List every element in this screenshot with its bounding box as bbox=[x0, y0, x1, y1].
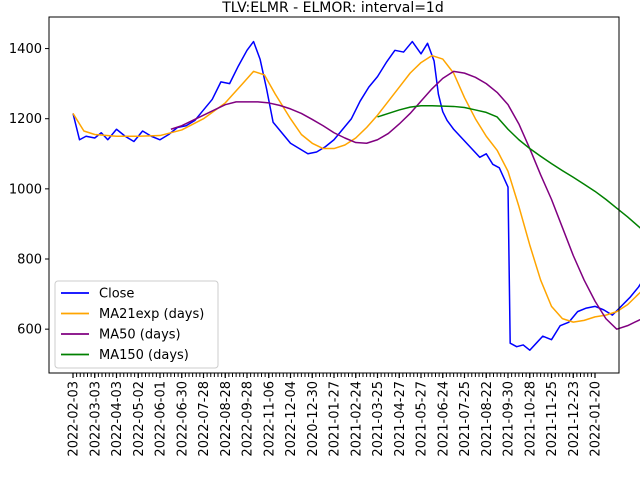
x-tick-label: 2022-11-06 bbox=[262, 381, 277, 457]
x-tick-label: 2022-05-02 bbox=[132, 381, 147, 457]
x-tick-label: 2021-03-25 bbox=[371, 381, 386, 457]
legend-entry: Close bbox=[99, 287, 134, 302]
x-tick-label: 2021-05-27 bbox=[415, 381, 430, 457]
x-tick-label: 2022-09-28 bbox=[241, 381, 256, 457]
y-tick-label: 1400 bbox=[9, 42, 42, 57]
x-tick-label: 2022-04-03 bbox=[110, 381, 125, 457]
x-tick-label: 2022-02-03 bbox=[67, 381, 82, 457]
chart-title: TLV:ELMR - ELMOR: interval=1d bbox=[221, 0, 443, 16]
x-tick-label: 2022-08-28 bbox=[219, 381, 234, 457]
x-tick-label: 2020-12-30 bbox=[306, 381, 321, 457]
x-tick-label: 2021-12-23 bbox=[567, 381, 582, 457]
x-tick-label: 2021-10-28 bbox=[523, 381, 538, 457]
x-tick-label: 2022-06-30 bbox=[175, 381, 190, 457]
legend-entry: MA150 (days) bbox=[99, 348, 189, 363]
y-tick-label: 1200 bbox=[9, 112, 42, 127]
y-tick-label: 600 bbox=[17, 323, 42, 338]
x-tick-label: 2021-07-25 bbox=[458, 381, 473, 457]
legend: Close MA21exp (days) MA50 (days) MA150 (day… bbox=[55, 281, 218, 368]
x-tick-label: 2021-01-27 bbox=[328, 381, 343, 457]
x-tick-label: 2021-02-24 bbox=[349, 381, 364, 457]
legend-entry: MA50 (days) bbox=[99, 328, 181, 343]
x-tick-label: 2021-09-30 bbox=[502, 381, 517, 457]
x-tick-label: 2022-12-04 bbox=[284, 381, 299, 457]
x-tick-label: 2022-07-28 bbox=[197, 381, 212, 457]
x-tick-label: 2021-08-22 bbox=[480, 381, 495, 457]
y-tick-label: 1000 bbox=[9, 182, 42, 197]
x-tick-label: 2022-03-03 bbox=[88, 381, 103, 457]
x-tick-label: 2021-04-27 bbox=[393, 381, 408, 457]
y-tick-label: 800 bbox=[17, 253, 42, 268]
x-tick-label: 2022-01-20 bbox=[589, 381, 604, 457]
x-tick-label: 2021-06-24 bbox=[436, 381, 451, 457]
x-tick-label: 2022-06-01 bbox=[154, 381, 169, 457]
legend-entry: MA21exp (days) bbox=[99, 307, 204, 322]
x-tick-label: 2021-11-25 bbox=[545, 381, 560, 457]
